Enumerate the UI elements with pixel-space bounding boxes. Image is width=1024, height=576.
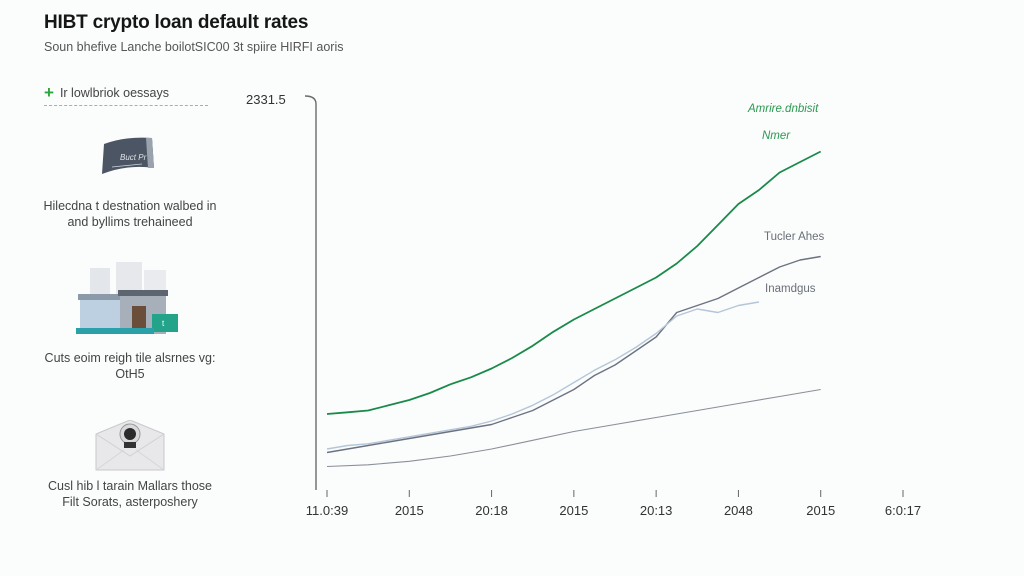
annotation-2: Nmer: [762, 130, 791, 142]
x-tick-label: 6:0:17: [885, 503, 921, 518]
sidebar-header-label: Ir lowlbriok oessays: [59, 86, 170, 100]
y-axis: [304, 95, 317, 490]
plus-icon[interactable]: +: [44, 83, 54, 102]
sidebar-item-1-line-1: Hilecdna t destnation walbed in: [43, 199, 217, 213]
x-tick-label: 2048: [724, 503, 753, 518]
x-tick-label: 2015: [395, 503, 424, 518]
sidebar-item-1[interactable]: Hilecdna t destnation walbed in and byll…: [30, 198, 230, 230]
sidebar-item-3-line-2: Filt Sorats, asterposhery: [62, 495, 198, 509]
building-house-icon: t: [76, 262, 178, 334]
sidebar-item-2-line-1: Cuts eoim reigh tile alsrnes vg:: [44, 351, 216, 365]
sidebar-header[interactable]: + Ir lowlbriok oessays: [44, 83, 208, 106]
wallet-card-icon: Buct Pr: [102, 137, 154, 174]
page-title: HIBT crypto loan default rates: [44, 12, 309, 33]
series-line-baseline: [326, 388, 821, 468]
building-sign-text: t: [162, 319, 165, 328]
sidebar-item-2[interactable]: Cuts eoim reigh tile alsrnes vg: OtH5: [30, 350, 230, 382]
annotation-3: Tucler Ahes: [764, 231, 825, 243]
sidebar-item-2-line-2: OtH5: [115, 367, 145, 381]
x-tick-label: 2015: [559, 503, 588, 518]
sidebar-item-3-line-1: Cusl hib l tarain Mallars those: [48, 479, 212, 493]
x-tick-label: 20:18: [475, 503, 508, 518]
sidebar-item-3[interactable]: Cusl hib l tarain Mallars those Filt Sor…: [30, 478, 230, 510]
envelope-lock-icon: [95, 420, 165, 471]
annotation-1: Amrire.dnbisit: [747, 103, 819, 115]
series-line-inamdgus: [326, 301, 760, 450]
sidebar-item-1-line-2: and byllims trehaineed: [67, 215, 193, 229]
y-top-label: 2331.5: [246, 92, 286, 107]
x-tick-label: 11.0:39: [306, 503, 348, 518]
x-tick-label: 20:13: [640, 503, 673, 518]
series-line-tucler-ahes: [326, 255, 821, 454]
annotation-4: Inamdgus: [765, 283, 816, 295]
page-subtitle: Soun bhefive Lanche boilotSIC00 3t spiir…: [44, 40, 344, 54]
x-tick-label: 2015: [806, 503, 835, 518]
series-line-nmer: [326, 150, 822, 415]
wallet-card-text: Buct Pr: [120, 153, 147, 162]
